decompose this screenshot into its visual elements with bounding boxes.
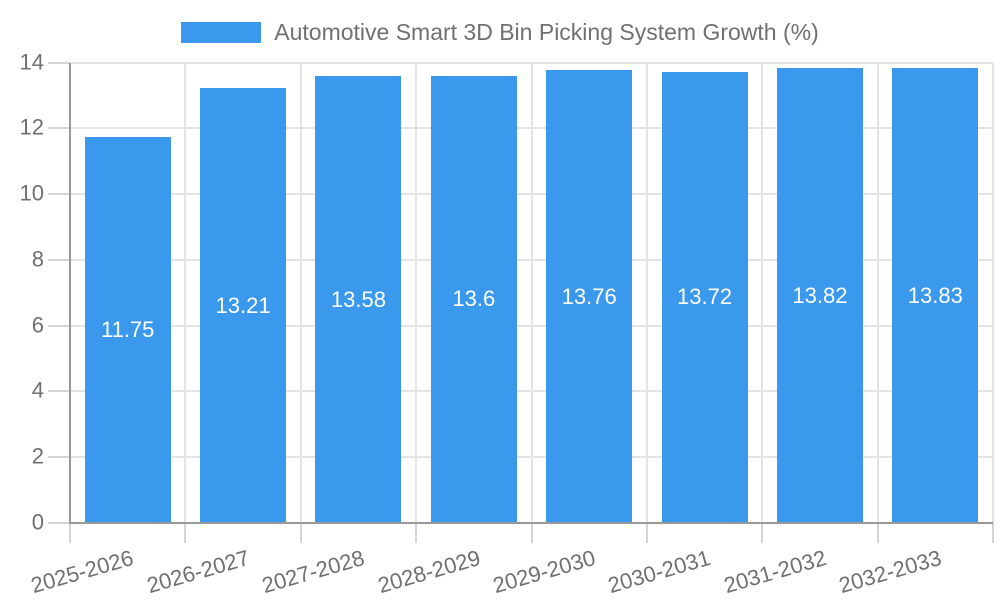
y-axis-tick-label: 2: [31, 443, 44, 469]
x-axis-tick-label: 2032-2033: [836, 545, 945, 599]
x-tick: [761, 523, 764, 543]
y-tick: [48, 127, 70, 130]
y-tick: [48, 390, 70, 393]
x-tick: [530, 523, 533, 543]
bar-value-label: 13.83: [907, 282, 963, 308]
x-axis-tick-label: 2027-2028: [259, 545, 368, 599]
bar-value-label: 13.58: [330, 286, 386, 312]
legend-swatch-icon: [181, 22, 262, 43]
x-tick: [184, 523, 187, 543]
y-tick: [48, 522, 70, 524]
bar: [84, 136, 171, 523]
bar: [200, 88, 287, 523]
y-axis-tick-label: 10: [19, 180, 44, 206]
bar-value-label: 13.82: [792, 282, 848, 308]
y-tick: [48, 258, 70, 261]
bar-value-label: 13.72: [677, 284, 733, 310]
x-axis-tick-label: 2025-2026: [28, 545, 137, 599]
x-gridline: [184, 62, 187, 523]
legend-label: Automotive Smart 3D Bin Picking System G…: [274, 19, 819, 45]
x-tick: [69, 523, 71, 543]
y-tick: [48, 61, 70, 64]
y-axis-tick-label: 0: [31, 509, 44, 535]
bar: [892, 68, 979, 523]
x-gridline: [415, 62, 418, 523]
x-tick: [299, 523, 302, 543]
x-gridline: [876, 62, 879, 523]
x-axis-tick-label: 2026-2027: [143, 545, 252, 599]
y-tick: [48, 324, 70, 327]
x-axis: [69, 522, 993, 524]
x-gridline: [992, 62, 994, 523]
y-axis-tick-label: 12: [19, 114, 44, 140]
bar-value-label: 11.75: [100, 316, 155, 342]
x-tick: [876, 523, 879, 543]
y-axis-tick-label: 14: [19, 48, 44, 74]
x-axis-tick-label: 2028-2029: [374, 545, 483, 599]
x-gridline: [761, 62, 764, 523]
x-gridline: [530, 62, 533, 523]
bar: [776, 68, 863, 523]
y-tick: [48, 456, 70, 459]
x-axis-tick-label: 2029-2030: [490, 545, 599, 599]
y-axis-tick-label: 4: [31, 377, 44, 403]
y-tick: [48, 193, 70, 196]
y-axis: [69, 62, 71, 523]
x-axis-tick-label: 2030-2031: [605, 545, 714, 599]
bar-value-label: 13.76: [561, 283, 617, 309]
bar: [430, 75, 517, 523]
bar: [315, 76, 402, 523]
x-gridline: [299, 62, 302, 523]
x-gridline: [645, 62, 648, 523]
bar: [546, 70, 633, 523]
x-tick: [415, 523, 418, 543]
x-axis-tick-label: 2031-2032: [720, 545, 829, 599]
bar-value-label: 13.6: [452, 286, 496, 312]
chart-legend[interactable]: Automotive Smart 3D Bin Picking System G…: [0, 19, 1000, 46]
y-axis-tick-label: 6: [31, 312, 44, 338]
x-tick: [645, 523, 648, 543]
x-tick: [992, 523, 994, 543]
bar: [661, 71, 748, 523]
bar-value-label: 13.21: [215, 292, 271, 318]
y-axis-tick-label: 8: [31, 246, 44, 272]
